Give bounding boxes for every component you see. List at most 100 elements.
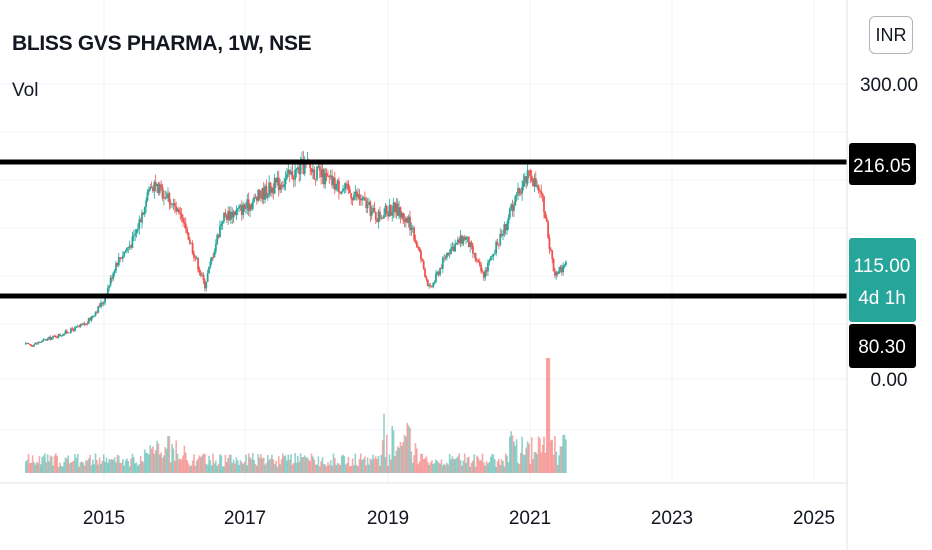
volume-bar	[87, 458, 90, 473]
candle	[369, 200, 372, 223]
volume-bar	[295, 462, 298, 473]
volume-bar	[108, 459, 110, 473]
volume-bar	[372, 454, 374, 473]
volume-bar	[377, 456, 380, 473]
candle	[265, 179, 268, 199]
candle	[362, 196, 365, 201]
candle	[87, 317, 90, 324]
candle	[373, 201, 376, 213]
volume-bar	[201, 455, 203, 473]
volume-bar	[555, 451, 558, 473]
volume-bar	[297, 455, 299, 473]
volume-bar	[284, 455, 287, 473]
candle	[563, 263, 566, 269]
candle	[91, 315, 94, 319]
candle	[424, 267, 426, 278]
volume-bar	[533, 452, 536, 473]
level-price-tag-216: 216.05	[849, 143, 916, 185]
volume-bar	[437, 462, 440, 473]
candle	[335, 183, 338, 192]
volume-bar	[559, 446, 562, 473]
bar-countdown-label: 4d 1h	[858, 288, 906, 309]
volume-bar	[309, 461, 311, 473]
candle	[454, 239, 457, 253]
volume-bar	[458, 453, 461, 473]
volume-bar	[359, 453, 362, 473]
candle	[380, 214, 383, 220]
volume-bar	[35, 461, 38, 473]
candle	[462, 235, 465, 247]
volume-bar	[249, 457, 251, 473]
candle	[109, 275, 112, 287]
volume-bar	[509, 436, 511, 473]
volume-bar	[98, 457, 101, 473]
volume-bar	[375, 456, 377, 473]
volume-bar	[253, 460, 255, 473]
volume-bar	[390, 459, 392, 473]
candle	[28, 343, 31, 346]
volume-bar	[507, 462, 510, 473]
volume-bar	[513, 441, 515, 473]
candle	[78, 324, 81, 328]
candle	[158, 181, 161, 196]
volume-bar	[395, 450, 398, 473]
volume-bar	[474, 466, 477, 473]
volume-bar	[235, 457, 238, 473]
volume-bar	[276, 466, 279, 473]
candle	[35, 342, 38, 346]
candle	[141, 209, 143, 229]
volume-bar	[122, 459, 124, 473]
volume-bar	[206, 464, 209, 473]
volume-bar	[424, 458, 426, 473]
volume-bar	[113, 457, 116, 473]
candle	[156, 183, 158, 193]
volume-bar	[258, 457, 261, 473]
candle	[57, 333, 60, 339]
candle	[361, 195, 364, 206]
horizontal-levels[interactable]	[0, 159, 847, 299]
candle	[332, 176, 335, 189]
candle	[80, 322, 83, 326]
volume-bar	[119, 462, 121, 473]
candle	[499, 228, 502, 247]
volume-bar	[70, 462, 72, 473]
candle	[379, 206, 381, 222]
candle	[554, 267, 556, 279]
volume-bar	[414, 443, 417, 473]
candle	[173, 198, 176, 214]
candle	[384, 202, 387, 217]
candle	[229, 206, 232, 224]
currency-button[interactable]: INR	[869, 16, 913, 54]
candle	[53, 334, 56, 338]
candle	[164, 190, 167, 200]
candle	[456, 236, 459, 246]
volume-bar	[470, 462, 473, 473]
price-axis[interactable]: 300.00 0.00	[860, 75, 918, 391]
x-tick-label: 2021	[509, 508, 551, 529]
volume-bar	[338, 463, 340, 473]
candle	[168, 191, 171, 210]
candle	[61, 333, 64, 337]
volume-bar	[49, 455, 52, 473]
volume-bar	[195, 460, 198, 473]
candle	[365, 196, 368, 213]
candle	[169, 199, 172, 209]
volume-indicator-label[interactable]: Vol	[12, 80, 39, 101]
candle	[42, 338, 45, 342]
candle	[368, 197, 370, 206]
volume-bar	[320, 461, 322, 473]
volume-bar	[355, 465, 358, 473]
candle	[291, 164, 294, 180]
volume-bar	[184, 452, 187, 473]
candle	[287, 162, 290, 178]
volume-bar	[105, 457, 108, 473]
candle	[538, 188, 541, 198]
volume-bar	[410, 451, 413, 473]
time-axis[interactable]: 2015 2017 2019 2021 2023 2025	[83, 508, 835, 529]
volume-bar	[290, 454, 292, 473]
candle	[474, 252, 477, 263]
candle	[52, 335, 55, 340]
candle	[526, 164, 529, 187]
volume-bar	[459, 460, 462, 473]
